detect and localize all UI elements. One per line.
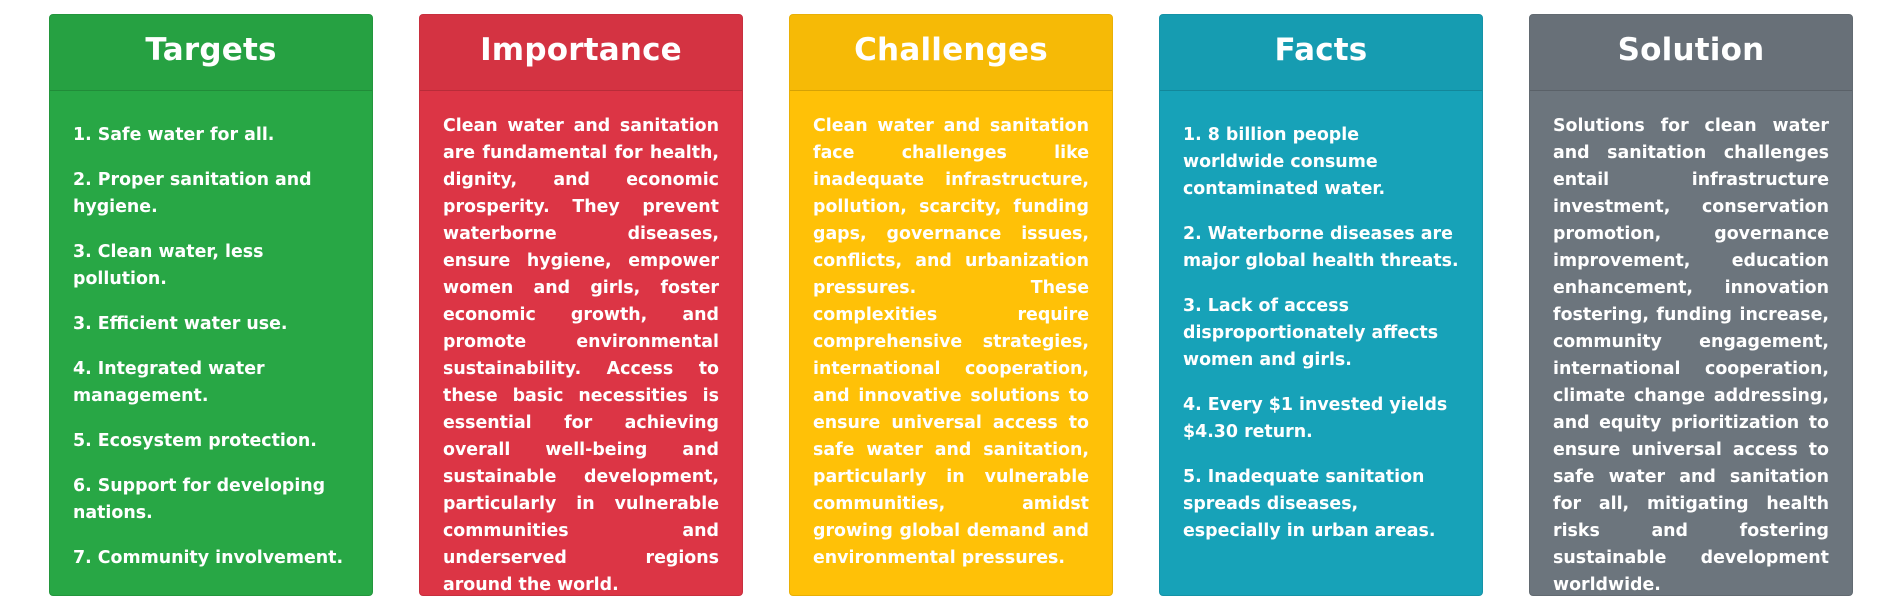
importance-title: Importance — [480, 31, 682, 68]
list-item: 7. Community involvement. — [73, 548, 344, 568]
list-item: 2. Waterborne diseases are major global … — [1183, 224, 1459, 271]
importance-card: Importance Clean water and sanitation ar… — [419, 14, 743, 596]
targets-card-header: Targets — [50, 15, 372, 91]
facts-title: Facts — [1274, 31, 1368, 68]
targets-card-body: 1. Safe water for all. 2. Proper sanitat… — [50, 91, 372, 572]
solution-title: Solution — [1617, 31, 1765, 68]
challenges-text: Clean water and sanitation face challeng… — [813, 116, 1089, 568]
facts-card-header: Facts — [1160, 15, 1482, 91]
solution-card-body: Solutions for clean water and sanitation… — [1530, 91, 1852, 595]
importance-card-body: Clean water and sanitation are fundament… — [420, 91, 742, 595]
list-item: 1. Safe water for all. — [73, 125, 275, 145]
facts-list: 1. 8 billion people worldwide consume co… — [1183, 91, 1459, 545]
facts-card-body: 1. 8 billion people worldwide consume co… — [1160, 91, 1482, 545]
challenges-card: Challenges Clean water and sanitation fa… — [789, 14, 1113, 596]
list-item: 6. Support for developing nations. — [73, 476, 326, 523]
list-item: 5. Ecosystem protection. — [73, 431, 317, 451]
challenges-card-header: Challenges — [790, 15, 1112, 91]
importance-text: Clean water and sanitation are fundament… — [443, 116, 719, 595]
solution-card-header: Solution — [1530, 15, 1852, 91]
list-item: 3. Lack of access disproportionately aff… — [1183, 296, 1439, 370]
targets-card: Targets 1. Safe water for all. 2. Proper… — [49, 14, 373, 596]
list-item: 5. Inadequate sanitation spreads disease… — [1183, 467, 1436, 541]
list-item: 3. Clean water, less pollution. — [73, 242, 264, 289]
list-item: 2. Proper sanitation and hygiene. — [73, 170, 312, 217]
solution-card: Solution Solutions for clean water and s… — [1529, 14, 1853, 596]
targets-list: 1. Safe water for all. 2. Proper sanitat… — [73, 91, 349, 572]
challenges-card-body: Clean water and sanitation face challeng… — [790, 91, 1112, 572]
list-item: 4. Every $1 invested yields $4.30 return… — [1183, 395, 1448, 442]
list-item: 1. 8 billion people worldwide consume co… — [1183, 125, 1386, 199]
list-item: 4. Integrated water management. — [73, 359, 265, 406]
facts-card: Facts 1. 8 billion people worldwide cons… — [1159, 14, 1483, 596]
importance-card-header: Importance — [420, 15, 742, 91]
solution-text: Solutions for clean water and sanitation… — [1553, 116, 1829, 595]
challenges-title: Challenges — [854, 31, 1048, 68]
targets-title: Targets — [145, 31, 277, 68]
list-item: 3. Efficient water use. — [73, 314, 288, 334]
